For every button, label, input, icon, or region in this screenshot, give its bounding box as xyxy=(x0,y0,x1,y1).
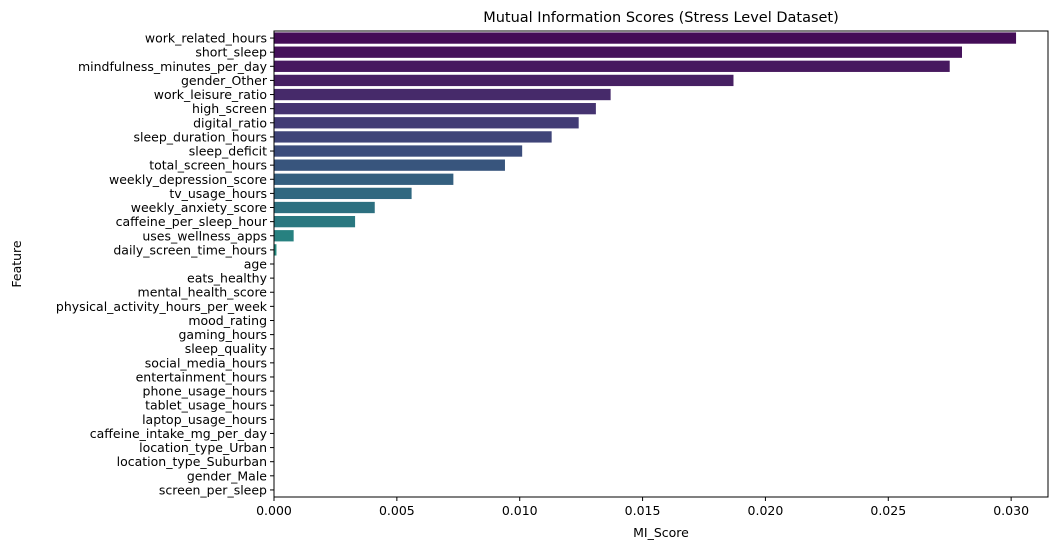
y-label-location-type-suburban: location_type_Suburban xyxy=(117,454,267,469)
y-label-laptop-usage-hours: laptop_usage_hours xyxy=(142,412,267,427)
bars-group xyxy=(274,32,1017,256)
x-tick-label: 0.025 xyxy=(870,503,906,518)
bar-total-screen-hours xyxy=(274,159,505,171)
bar-work-leisure-ratio xyxy=(274,88,611,101)
x-tick-label: 0.000 xyxy=(256,503,292,518)
y-tick-labels: work_related_hoursshort_sleepmindfulness… xyxy=(56,31,274,497)
y-label-social-media-hours: social_media_hours xyxy=(145,355,267,370)
bar-sleep-duration-hours xyxy=(274,131,552,143)
y-label-gender-male: gender_Male xyxy=(187,468,267,483)
bar-gender-other xyxy=(274,74,734,87)
y-label-mood-rating: mood_rating xyxy=(188,313,267,328)
x-tick-label: 0.010 xyxy=(502,503,538,518)
y-label-caffeine-intake-mg-per-day: caffeine_intake_mg_per_day xyxy=(90,426,268,441)
y-label-digital-ratio: digital_ratio xyxy=(193,115,267,130)
y-label-sleep-quality: sleep_quality xyxy=(185,341,268,356)
y-label-weekly-depression-score: weekly_depression_score xyxy=(109,172,267,187)
bar-mindfulness-minutes-per-day xyxy=(274,60,950,72)
y-label-screen-per-sleep: screen_per_sleep xyxy=(159,482,267,497)
bar-sleep-deficit xyxy=(274,145,523,157)
x-tick-label: 0.005 xyxy=(379,503,415,518)
y-label-entertainment-hours: entertainment_hours xyxy=(136,369,267,384)
plot-frame xyxy=(273,30,1049,498)
y-label-physical-activity-hours-per-week: physical_activity_hours_per_week xyxy=(56,299,268,314)
y-label-high-screen: high_screen xyxy=(192,101,267,116)
y-label-mental-health-score: mental_health_score xyxy=(138,285,268,300)
x-axis-ticks: 0.000 0.005 0.010 0.015 0.020 0.025 0.030 xyxy=(256,497,1029,518)
bar-short-sleep xyxy=(274,46,962,58)
y-label-tablet-usage-hours: tablet_usage_hours xyxy=(145,398,267,413)
y-label-phone-usage-hours: phone_usage_hours xyxy=(143,384,267,399)
y-label-location-type-urban: location_type_Urban xyxy=(139,440,267,455)
y-label-short-sleep: short_sleep xyxy=(195,45,267,60)
y-label-caffeine-per-sleep-hour: caffeine_per_sleep_hour xyxy=(116,214,268,229)
bar-caffeine-per-sleep-hour xyxy=(274,215,356,228)
y-label-daily-screen-time-hours: daily_screen_time_hours xyxy=(113,242,267,257)
y-label-mindfulness-minutes-per-day: mindfulness_minutes_per_day xyxy=(78,59,268,74)
chart-title: Mutual Information Scores (Stress Level … xyxy=(483,10,839,26)
x-axis-label: MI_Score xyxy=(633,525,689,540)
bar-digital-ratio xyxy=(274,117,579,129)
bar-uses-wellness-apps xyxy=(274,230,294,242)
bar-daily-screen-time-hours xyxy=(274,244,277,256)
x-tick-label: 0.015 xyxy=(625,503,661,518)
bar-weekly-depression-score xyxy=(274,173,454,185)
y-label-tv-usage-hours: tv_usage_hours xyxy=(169,186,267,201)
y-label-eats-healthy: eats_healthy xyxy=(187,271,268,286)
bar-tv-usage-hours xyxy=(274,187,412,200)
y-label-work-leisure-ratio: work_leisure_ratio xyxy=(154,87,267,102)
y-label-gender-other: gender_Other xyxy=(181,73,268,88)
x-tick-label: 0.030 xyxy=(993,503,1029,518)
y-label-age: age xyxy=(244,257,268,272)
y-axis-label: Feature xyxy=(9,240,24,288)
bar-high-screen xyxy=(274,103,596,115)
bar-weekly-anxiety-score xyxy=(274,201,375,214)
y-label-weekly-anxiety-score: weekly_anxiety_score xyxy=(131,200,268,215)
y-label-sleep-duration-hours: sleep_duration_hours xyxy=(133,129,267,144)
y-label-sleep-deficit: sleep_deficit xyxy=(189,144,267,159)
bar-work-related-hours xyxy=(274,32,1017,44)
y-label-work-related-hours: work_related_hours xyxy=(145,31,267,46)
y-label-gaming-hours: gaming_hours xyxy=(179,327,268,342)
x-tick-label: 0.020 xyxy=(748,503,784,518)
y-label-uses-wellness-apps: uses_wellness_apps xyxy=(142,228,267,243)
y-label-total-screen-hours: total_screen_hours xyxy=(149,158,267,173)
